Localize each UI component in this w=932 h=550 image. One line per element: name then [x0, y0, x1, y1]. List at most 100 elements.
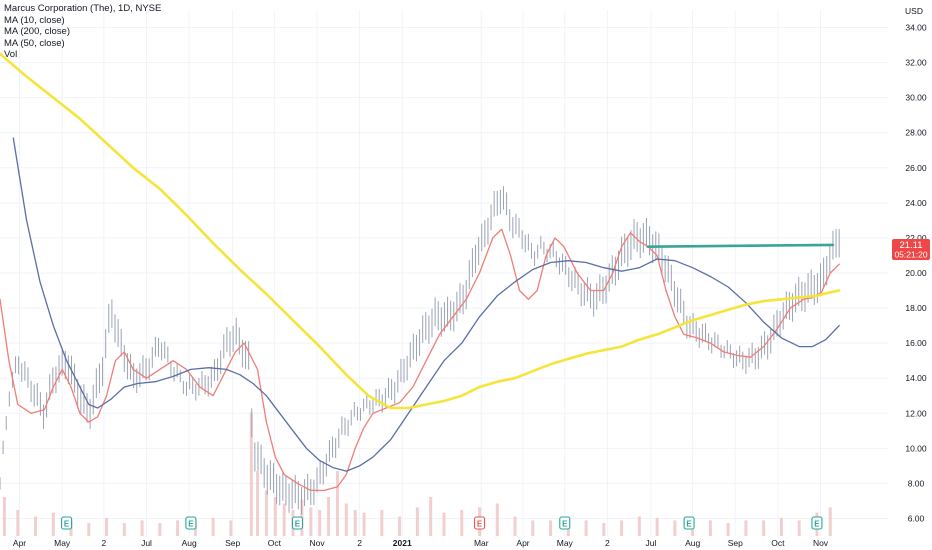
price-tick-label: 34.00: [905, 23, 927, 33]
last-price-box: 21.11 05:21:20: [892, 239, 930, 260]
volume-bar: [34, 516, 38, 536]
chart-legend: Marcus Corporation (The), 1D, NYSE MA (1…: [4, 3, 161, 61]
volume-bar: [273, 497, 277, 536]
volume-bar: [122, 523, 126, 536]
last-price-box-bg: [892, 239, 930, 260]
volume-bar: [211, 517, 215, 536]
time-tick-label: Sep: [225, 538, 240, 548]
volume-bar: [708, 520, 712, 536]
time-tick-label: Apr: [13, 538, 26, 548]
time-tick-label: May: [54, 538, 71, 548]
symbol-title[interactable]: Marcus Corporation (The), 1D, NYSE: [4, 3, 162, 14]
volume-bar: [429, 497, 433, 536]
volume-bar: [353, 510, 357, 536]
time-tick-label: Apr: [516, 538, 529, 548]
volume-bar: [140, 520, 144, 536]
volume-bar: [726, 523, 730, 536]
price-tick-label: 28.00: [905, 128, 927, 138]
volume-bar: [513, 516, 517, 536]
volume-bar: [87, 523, 91, 536]
price-candles: [0, 186, 840, 515]
price-tick-label: 20.00: [905, 268, 927, 278]
time-tick-label: Nov: [813, 538, 829, 548]
line-ma200: [0, 52, 841, 410]
price-tick-label: 10.00: [905, 443, 927, 453]
price-tick-label: 22.00: [905, 233, 927, 243]
volume-bar: [549, 520, 553, 536]
volume-bar: [256, 471, 260, 536]
volume-bar: [415, 507, 419, 536]
price-tick-label: 16.00: [905, 338, 927, 348]
volume-bar: [318, 510, 322, 536]
price-axis[interactable]: 6.00 8.00 10.00 12.00 14.00 16.00 18.00 20.00 22…: [905, 6, 927, 523]
earnings-marker: E: [473, 516, 486, 530]
earnings-marker: E: [811, 516, 823, 530]
time-axis[interactable]: Apr May 2 Jul Aug Sep Oct Nov 2 2021 Mar Apr May 2 Jul…: [13, 538, 829, 548]
volume-bar: [762, 520, 766, 536]
time-tick-label: Sep: [728, 538, 743, 548]
volume-bar: [193, 523, 197, 536]
line-ma50: [12, 137, 840, 472]
price-tick-label: 12.00: [905, 408, 927, 418]
time-tick-label: Aug: [182, 538, 197, 548]
time-tick-label: 2: [102, 538, 107, 548]
time-tick-label: Oct: [268, 538, 282, 548]
legend-volume[interactable]: Vol: [4, 49, 18, 61]
volume-bar: [637, 516, 641, 536]
legend-ma10[interactable]: MA (10, close): [4, 14, 65, 26]
volume-bar: [779, 517, 783, 536]
line-trendline: [646, 243, 835, 248]
time-tick-label: 2: [605, 538, 610, 548]
earnings-marker-label: E: [562, 520, 568, 529]
earnings-marker: E: [61, 516, 73, 530]
earnings-marker-box: [61, 516, 73, 530]
volume-bar: [362, 512, 366, 536]
price-tick-label: 32.00: [905, 58, 927, 68]
earnings-marker-box: [559, 516, 571, 530]
volume-bar: [309, 507, 313, 536]
volume-bar: [176, 520, 180, 536]
earnings-marker-label: E: [64, 520, 70, 529]
volume-bar: [105, 517, 109, 536]
volume-bar: [673, 520, 677, 536]
earnings-marker-label: E: [477, 520, 483, 529]
earnings-marker-box: [683, 516, 695, 530]
price-tick-label: 30.00: [905, 93, 927, 103]
volume-bar: [797, 520, 801, 536]
time-tick-label: May: [557, 538, 574, 548]
earnings-marker-label: E: [295, 520, 301, 529]
earnings-marker: E: [185, 516, 197, 530]
volume-bar: [380, 510, 384, 536]
time-tick-label: Aug: [685, 538, 700, 548]
bar-countdown: 05:21:20: [894, 250, 927, 260]
moving-average-lines: [0, 52, 841, 492]
time-tick-label: Oct: [771, 538, 785, 548]
volume-bar: [495, 503, 499, 536]
volume-bar: [327, 497, 331, 536]
volume-bar: [531, 520, 535, 536]
legend-ma200[interactable]: MA (200, close): [4, 26, 70, 38]
volume-bar: [229, 520, 233, 536]
volume-bar: [16, 510, 20, 536]
price-tick-label: 18.00: [905, 303, 927, 313]
legend-ma50[interactable]: MA (50, close): [4, 37, 65, 49]
line-ma10: [0, 228, 840, 492]
volume-bar: [584, 520, 588, 536]
volume-bar: [51, 512, 55, 536]
time-tick-label: Jul: [645, 538, 656, 548]
volume-bar: [264, 490, 268, 536]
time-tick-label: Jul: [141, 538, 152, 548]
price-tick-label: 14.00: [905, 373, 927, 383]
volume-bar: [2, 497, 6, 536]
earnings-marker-box: [291, 516, 304, 530]
earnings-marker-label: E: [814, 520, 820, 529]
volume-bar: [158, 523, 162, 536]
currency-label: USD: [905, 6, 923, 16]
volume-bar: [335, 471, 339, 536]
volume-bar: [249, 412, 253, 536]
volume-bar: [282, 503, 286, 536]
volume-bar: [602, 523, 606, 536]
